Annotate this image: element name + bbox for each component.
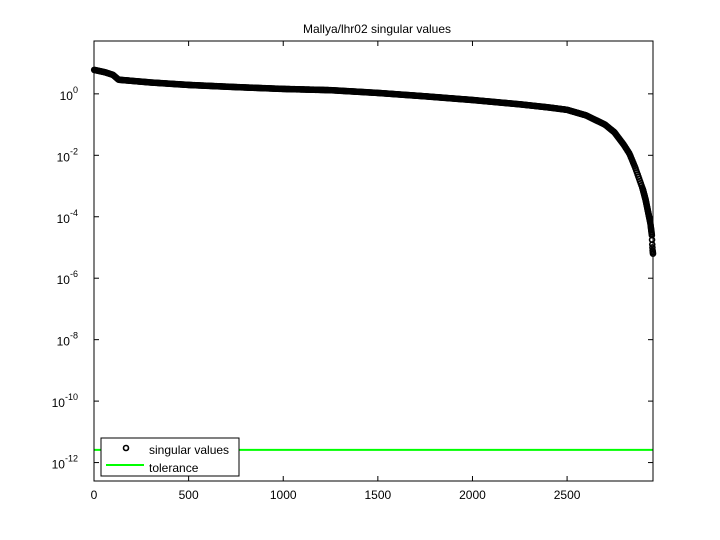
legend-box xyxy=(100,437,240,477)
legend-label-singular-values: singular values xyxy=(149,443,229,457)
chart-title: Mallya/lhr02 singular values xyxy=(303,22,451,36)
x-tick-label: 1000 xyxy=(270,488,297,502)
y-tick-label: 10-12 xyxy=(52,454,78,472)
legend: singular values tolerance xyxy=(100,437,240,477)
legend-label-tolerance: tolerance xyxy=(149,461,199,475)
x-tick-label: 500 xyxy=(179,488,199,502)
y-tick-label: 10-2 xyxy=(57,146,78,164)
x-tick-label: 0 xyxy=(91,488,98,502)
x-tick-label: 2500 xyxy=(554,488,581,502)
y-tick-label: 10-6 xyxy=(57,269,78,287)
data-points xyxy=(90,66,657,257)
y-tick-label: 10-8 xyxy=(57,331,78,349)
y-tick-label: 100 xyxy=(60,85,78,103)
y-axis: 100 10-2 10-4 10-6 10-8 10-10 10-12 xyxy=(52,85,653,472)
x-tick-label: 1500 xyxy=(365,488,392,502)
plot-frame xyxy=(93,40,654,482)
y-tick-label: 10-4 xyxy=(57,208,78,226)
y-tick-label: 10-10 xyxy=(52,392,78,410)
x-axis: 0 500 1000 1500 2000 2500 xyxy=(91,41,581,502)
x-tick-label: 2000 xyxy=(459,488,486,502)
legend-marker-singular-values xyxy=(122,444,130,452)
singular-value-point xyxy=(648,241,656,248)
